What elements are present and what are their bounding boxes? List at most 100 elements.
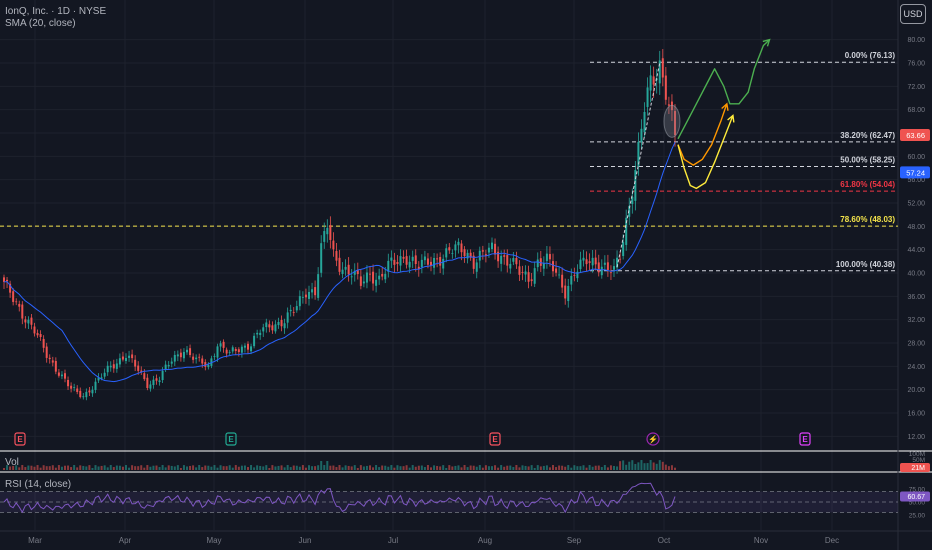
- volume-bar: [372, 467, 375, 470]
- volume-tick-label: 100M: [909, 451, 925, 458]
- candle-body: [311, 289, 314, 293]
- volume-value-label: 21M: [911, 465, 925, 472]
- volume-bar: [475, 466, 478, 470]
- candle-body: [338, 257, 341, 272]
- volume-bar: [643, 463, 646, 470]
- rsi-value-label: 60.67: [907, 494, 925, 501]
- volume-bar: [491, 466, 493, 470]
- price-tick-label: 40.00: [907, 271, 925, 278]
- fib-level-label: 78.60% (48.03): [840, 215, 895, 224]
- candle-body: [189, 348, 192, 355]
- forecast-arrowhead: [762, 38, 771, 47]
- volume-bar: [506, 465, 509, 470]
- price-tick-label: 56.00: [907, 177, 925, 184]
- volume-bar: [521, 465, 524, 470]
- candle-body: [179, 352, 182, 358]
- candle-body: [274, 324, 277, 332]
- candle-body: [33, 326, 36, 334]
- candle-body: [326, 227, 329, 235]
- currency-button[interactable]: USD: [900, 4, 926, 24]
- volume-bar: [658, 460, 661, 470]
- candle-body: [491, 242, 493, 250]
- volume-bar: [362, 466, 365, 470]
- candle-body: [616, 257, 619, 268]
- candle-body: [558, 274, 561, 276]
- candle-body: [170, 361, 173, 364]
- volume-bar: [274, 466, 277, 470]
- candle-body: [503, 255, 506, 257]
- candle-body: [335, 251, 338, 261]
- candle-body: [460, 243, 463, 253]
- candle-body: [433, 257, 436, 268]
- volume-bar: [649, 460, 652, 470]
- candle-body: [121, 356, 124, 360]
- volume-value-badge: [900, 463, 930, 472]
- candle-body: [475, 262, 478, 272]
- candle-body: [469, 252, 472, 258]
- price-scale-background: [898, 0, 932, 550]
- candle-body: [439, 257, 442, 266]
- candle-body: [308, 291, 310, 299]
- volume-bar: [597, 465, 600, 470]
- candle-body: [390, 257, 393, 261]
- volume-bar: [603, 465, 606, 470]
- time-axis-label: Mar: [28, 536, 42, 545]
- volume-bar: [570, 467, 573, 470]
- candle-body: [518, 266, 521, 275]
- volume-bar: [115, 465, 118, 470]
- fib-level-label: 100.00% (40.38): [836, 260, 895, 269]
- volume-bar: [487, 466, 490, 470]
- volume-bar: [548, 467, 551, 470]
- candle-body: [594, 257, 597, 265]
- volume-bar: [204, 465, 207, 470]
- volume-bar: [21, 465, 24, 470]
- candle-body: [350, 276, 353, 278]
- candle-body: [106, 365, 109, 373]
- volume-bar: [308, 465, 310, 470]
- volume-bar: [573, 465, 576, 470]
- volume-tick-label: 50M: [912, 457, 925, 464]
- volume-bar: [173, 466, 176, 470]
- volume-bar: [356, 467, 359, 470]
- candle-body: [545, 253, 548, 261]
- volume-bar: [451, 466, 454, 470]
- candle-body: [219, 343, 222, 347]
- volume-bar: [512, 467, 515, 470]
- volume-bar: [213, 465, 216, 470]
- volume-bar: [433, 465, 436, 470]
- candle-body: [667, 104, 670, 106]
- candle-body: [39, 334, 42, 338]
- candle-body: [619, 258, 622, 260]
- forecast-path: [677, 103, 728, 166]
- time-axis-label: Sep: [567, 536, 582, 545]
- candle-body: [286, 312, 289, 323]
- candle-body: [225, 349, 228, 354]
- candle-body: [448, 247, 451, 251]
- candle-body: [481, 250, 484, 252]
- candle-body: [628, 206, 631, 217]
- candle-body: [103, 372, 106, 377]
- volume-bar: [164, 467, 167, 470]
- candle-body: [405, 256, 408, 265]
- volume-bar: [350, 466, 353, 470]
- volume-bar: [463, 465, 466, 470]
- candle-body: [45, 346, 48, 358]
- volume-bar: [243, 465, 246, 470]
- candle-body: [591, 257, 594, 266]
- volume-bar: [332, 465, 335, 470]
- volume-bar: [292, 465, 295, 470]
- candle-body: [555, 268, 558, 273]
- volume-bar: [234, 465, 237, 470]
- volume-bar: [530, 465, 533, 470]
- candle-body: [530, 279, 533, 282]
- candle-body: [375, 279, 378, 286]
- volume-bar: [588, 465, 591, 470]
- candle-body: [210, 358, 213, 366]
- candle-body: [262, 327, 265, 332]
- volume-bar: [15, 465, 18, 470]
- volume-bar: [149, 466, 152, 470]
- candle-body: [60, 374, 63, 377]
- volume-bar: [128, 467, 131, 470]
